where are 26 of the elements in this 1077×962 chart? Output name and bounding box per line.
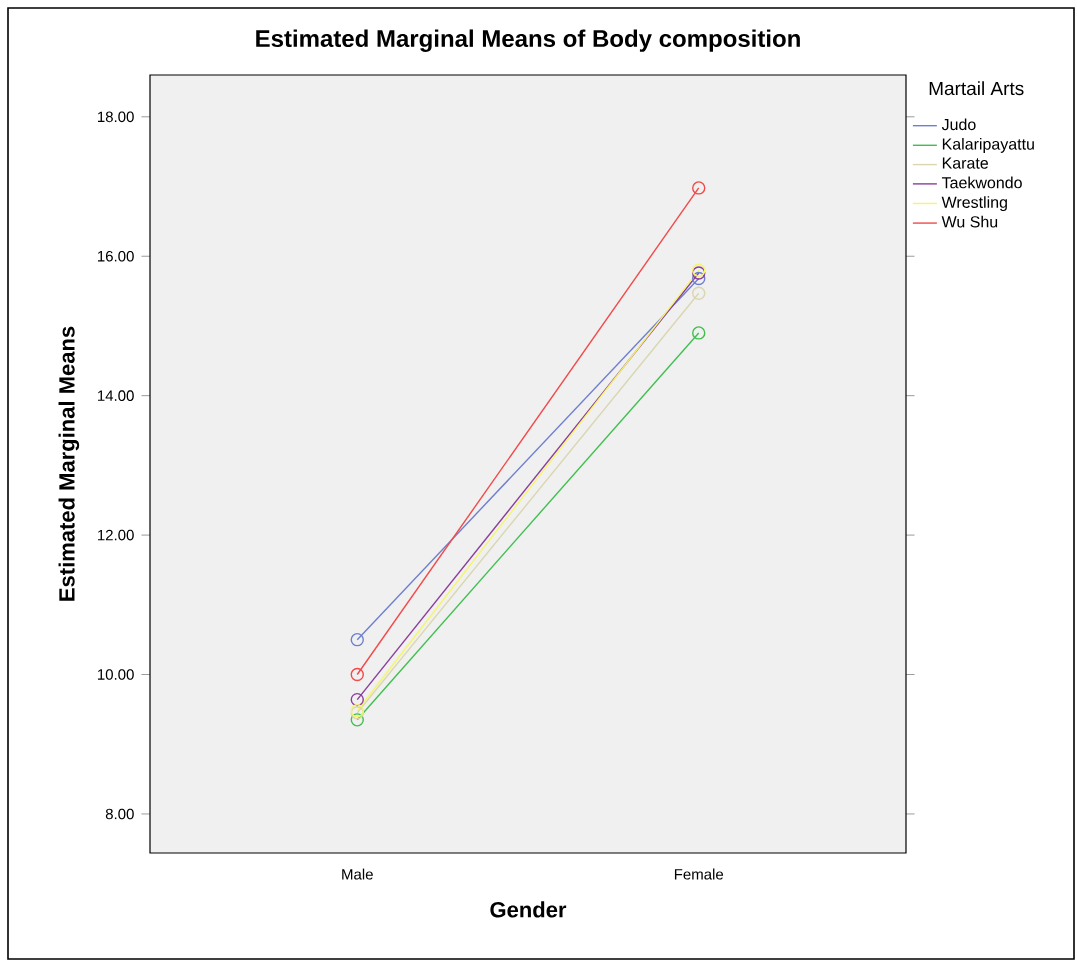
- point: [692, 271, 706, 286]
- legend-label: Judo: [941, 118, 976, 131]
- point: [692, 286, 706, 300]
- y-tick-label: 16.00: [97, 250, 134, 262]
- x-tick-label: Male: [342, 868, 373, 880]
- legend-label: Wu Shu: [941, 215, 998, 228]
- point: [692, 326, 706, 340]
- legend-label: Taekwondo: [941, 176, 1022, 189]
- legend-label: Wrestling: [941, 196, 1007, 212]
- y-tick-label: 10.00: [97, 669, 134, 680]
- y-tick-label: 18.00: [97, 111, 134, 123]
- point: [350, 632, 364, 647]
- y-axis-title: Estimated Marginal Means: [58, 326, 80, 601]
- x-axis-title: Gender: [490, 901, 567, 918]
- y-tick-label: 12.00: [97, 529, 134, 541]
- point: [350, 713, 364, 727]
- point: [692, 181, 706, 195]
- point: [350, 692, 364, 707]
- x-tick-label: Female: [674, 868, 724, 880]
- legend-label: Karate: [942, 157, 989, 169]
- legend-title: Martail Arts: [929, 81, 1024, 96]
- point: [350, 667, 364, 682]
- chart-title: Estimated Marginal Means of Body composition: [256, 29, 800, 52]
- y-tick-label: 14.00: [97, 390, 134, 401]
- legend-label: Kalaripayattu: [942, 137, 1034, 153]
- y-tick-label: 8.00: [105, 808, 134, 820]
